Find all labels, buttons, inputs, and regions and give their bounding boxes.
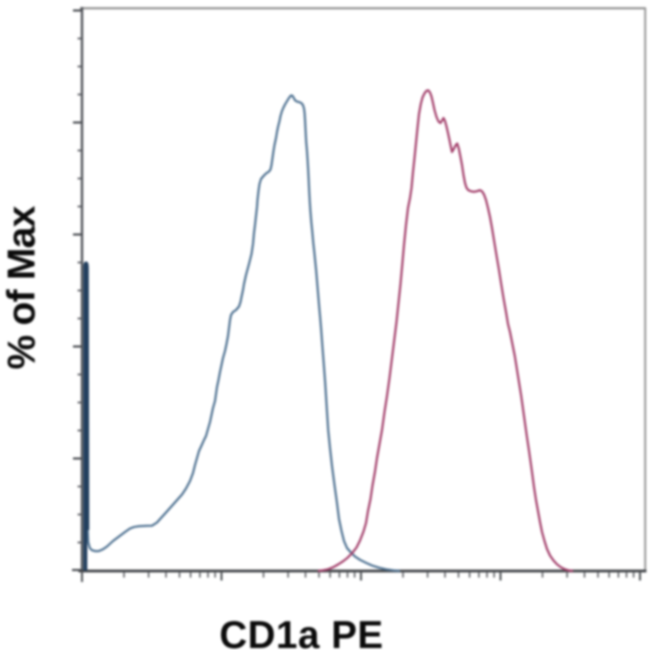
svg-text:% of Max: % of Max [0,205,43,369]
svg-text:CD1a PE: CD1a PE [219,614,383,650]
